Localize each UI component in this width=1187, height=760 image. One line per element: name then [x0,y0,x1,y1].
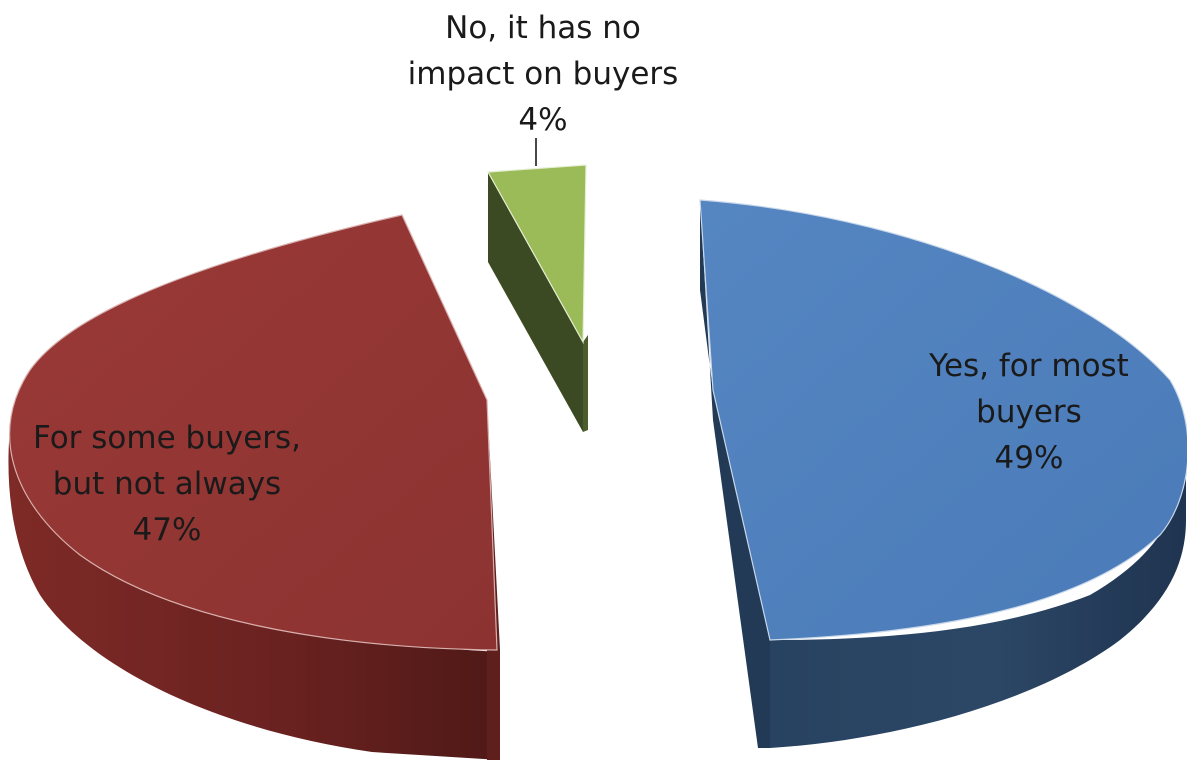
slice-top-green [487,164,587,345]
label-no-impact-percent: 4% [518,102,567,138]
slice-face-blue [700,200,770,748]
pie-slice-yes-most-buyers [699,199,1187,748]
label-some-line-2: but not always [53,466,281,502]
label-no-impact: No, it has no impact on buyers 4% [408,10,679,138]
slice-side-green [488,172,583,432]
slice-top-blue [699,199,1187,641]
label-yes-line-2: buyers [976,394,1082,430]
label-no-impact-line-1: No, it has no [445,10,641,46]
label-yes-percent: 49% [995,440,1064,476]
label-no-impact-line-2: impact on buyers [408,56,679,92]
label-some-line-1: For some buyers, [33,420,301,456]
slice-side-blue [700,200,1186,748]
label-yes-most-buyers: Yes, for most buyers 49% [928,348,1129,476]
slice-side-red [8,410,500,760]
label-some-percent: 47% [133,512,202,548]
label-yes-line-1: Yes, for most [928,348,1129,384]
pie-slice-for-some-buyers [8,214,500,760]
slice-face-green [583,335,588,432]
pie-slice-no-impact [487,164,588,432]
slice-top-red [9,214,498,651]
label-some-buyers: For some buyers, but not always 47% [33,420,301,548]
